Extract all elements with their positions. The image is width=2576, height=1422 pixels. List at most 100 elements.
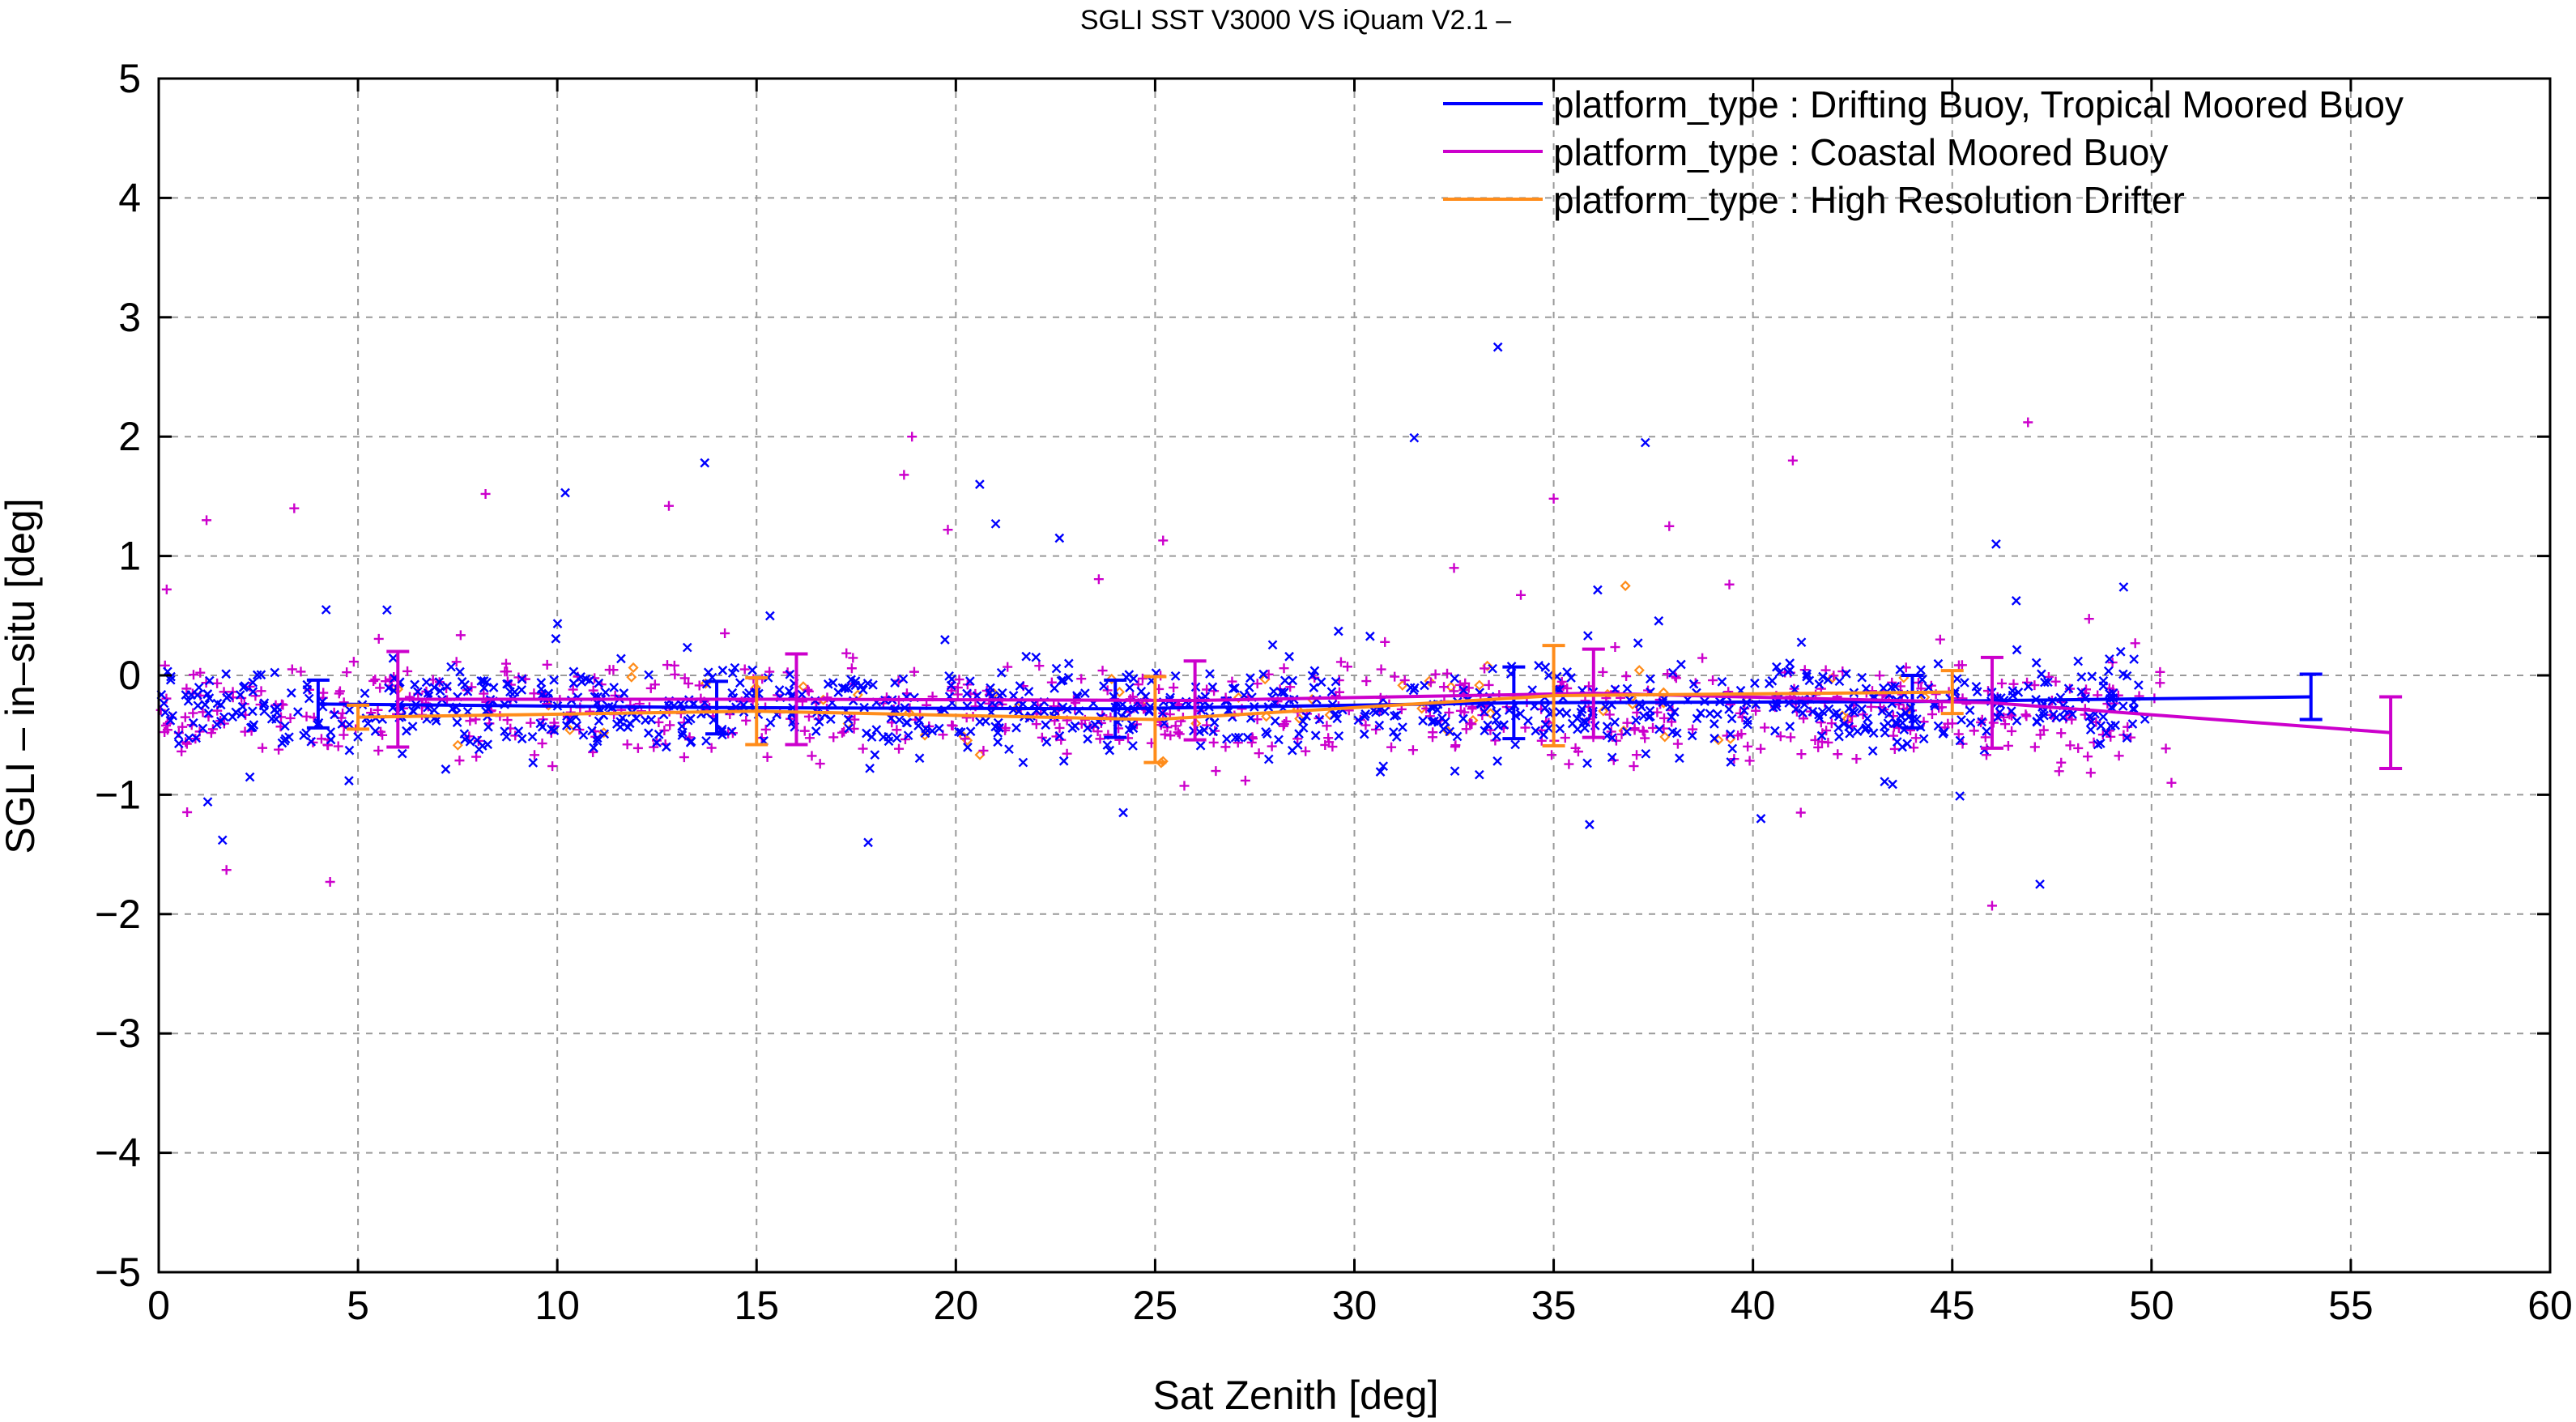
data-point bbox=[2087, 671, 2097, 682]
data-point bbox=[958, 731, 969, 743]
data-point bbox=[1209, 717, 1220, 728]
data-point bbox=[1816, 730, 1827, 741]
data-point bbox=[1863, 713, 1872, 724]
data-point bbox=[1888, 779, 1897, 790]
data-point bbox=[1796, 637, 1807, 648]
data-point bbox=[1137, 673, 1147, 683]
data-point bbox=[934, 723, 944, 734]
data-point bbox=[846, 675, 856, 685]
data-point bbox=[1640, 733, 1650, 743]
data-point bbox=[542, 659, 552, 670]
data-point bbox=[2021, 711, 2032, 722]
data-point bbox=[1342, 662, 1352, 672]
data-point bbox=[549, 675, 559, 685]
data-point bbox=[388, 653, 398, 663]
data-point bbox=[1031, 652, 1041, 662]
data-point bbox=[1832, 708, 1842, 718]
data-point bbox=[547, 761, 558, 772]
data-point bbox=[1378, 761, 1389, 772]
data-point bbox=[2105, 654, 2114, 664]
data-point bbox=[1459, 707, 1470, 717]
data-point bbox=[1724, 705, 1734, 714]
data-point bbox=[649, 742, 659, 752]
data-point bbox=[2043, 677, 2053, 688]
data-point bbox=[1875, 671, 1885, 681]
data-point bbox=[1960, 678, 1969, 688]
data-point bbox=[1450, 740, 1461, 751]
data-point bbox=[965, 676, 975, 686]
error-bar bbox=[386, 649, 410, 749]
data-point bbox=[552, 619, 563, 628]
data-point bbox=[2031, 658, 2042, 668]
data-point bbox=[479, 676, 489, 686]
data-point bbox=[577, 677, 587, 687]
data-point bbox=[803, 684, 813, 695]
data-point bbox=[410, 679, 419, 690]
data-point bbox=[990, 722, 1001, 732]
data-point bbox=[1923, 683, 1934, 692]
data-point bbox=[568, 666, 579, 677]
data-point bbox=[694, 680, 705, 691]
x-tick-label: 0 bbox=[147, 1283, 170, 1328]
data-point bbox=[1054, 533, 1065, 543]
data-point bbox=[1335, 687, 1344, 697]
data-point bbox=[245, 722, 256, 733]
data-point bbox=[909, 666, 919, 677]
data-point bbox=[1058, 756, 1069, 766]
data-point bbox=[1359, 729, 1369, 739]
data-point bbox=[376, 726, 386, 737]
data-point bbox=[1977, 717, 1987, 727]
data-point bbox=[1717, 677, 1727, 687]
data-point bbox=[1380, 706, 1390, 717]
data-point bbox=[943, 525, 953, 535]
data-point bbox=[862, 679, 873, 688]
data-point bbox=[1995, 707, 2005, 717]
data-point bbox=[1003, 662, 1013, 672]
data-point bbox=[894, 743, 905, 754]
data-point bbox=[452, 739, 463, 751]
data-point bbox=[2067, 709, 2077, 719]
data-point bbox=[1099, 681, 1109, 692]
data-point bbox=[1692, 713, 1702, 724]
data-point bbox=[892, 733, 902, 743]
data-point bbox=[1054, 730, 1065, 741]
x-tick-label: 40 bbox=[1731, 1283, 1776, 1328]
data-point bbox=[480, 488, 491, 499]
data-point bbox=[455, 666, 465, 677]
data-point bbox=[1633, 638, 1643, 648]
data-point bbox=[344, 745, 355, 756]
data-point bbox=[452, 717, 462, 727]
data-point bbox=[663, 500, 674, 511]
data-point bbox=[1420, 680, 1429, 691]
data-point bbox=[1450, 766, 1460, 777]
data-point bbox=[188, 670, 198, 680]
data-point bbox=[1895, 665, 1905, 675]
data-point bbox=[1324, 737, 1335, 747]
data-point bbox=[1598, 666, 1608, 677]
data-point bbox=[1452, 731, 1463, 742]
data-point bbox=[1288, 675, 1298, 686]
data-point bbox=[217, 835, 228, 845]
data-point bbox=[1710, 734, 1719, 743]
data-point bbox=[1672, 739, 1683, 749]
data-point bbox=[2098, 712, 2109, 722]
data-point bbox=[454, 756, 465, 766]
data-point bbox=[1814, 679, 1824, 689]
series-line bbox=[317, 695, 2311, 711]
data-point bbox=[1943, 718, 1953, 729]
data-point bbox=[173, 730, 184, 740]
data-point bbox=[1724, 579, 1735, 590]
data-point bbox=[797, 689, 807, 700]
data-point bbox=[2013, 688, 2024, 697]
data-point bbox=[513, 726, 524, 736]
data-point bbox=[1165, 730, 1176, 741]
data-point bbox=[594, 678, 604, 688]
data-point bbox=[2115, 646, 2126, 657]
data-point bbox=[1322, 721, 1332, 731]
data-point bbox=[1335, 657, 1346, 667]
data-point bbox=[662, 742, 671, 752]
x-tick-label: 30 bbox=[1332, 1283, 1377, 1328]
data-point bbox=[1427, 717, 1437, 727]
data-point bbox=[669, 660, 679, 671]
data-point bbox=[471, 751, 482, 762]
